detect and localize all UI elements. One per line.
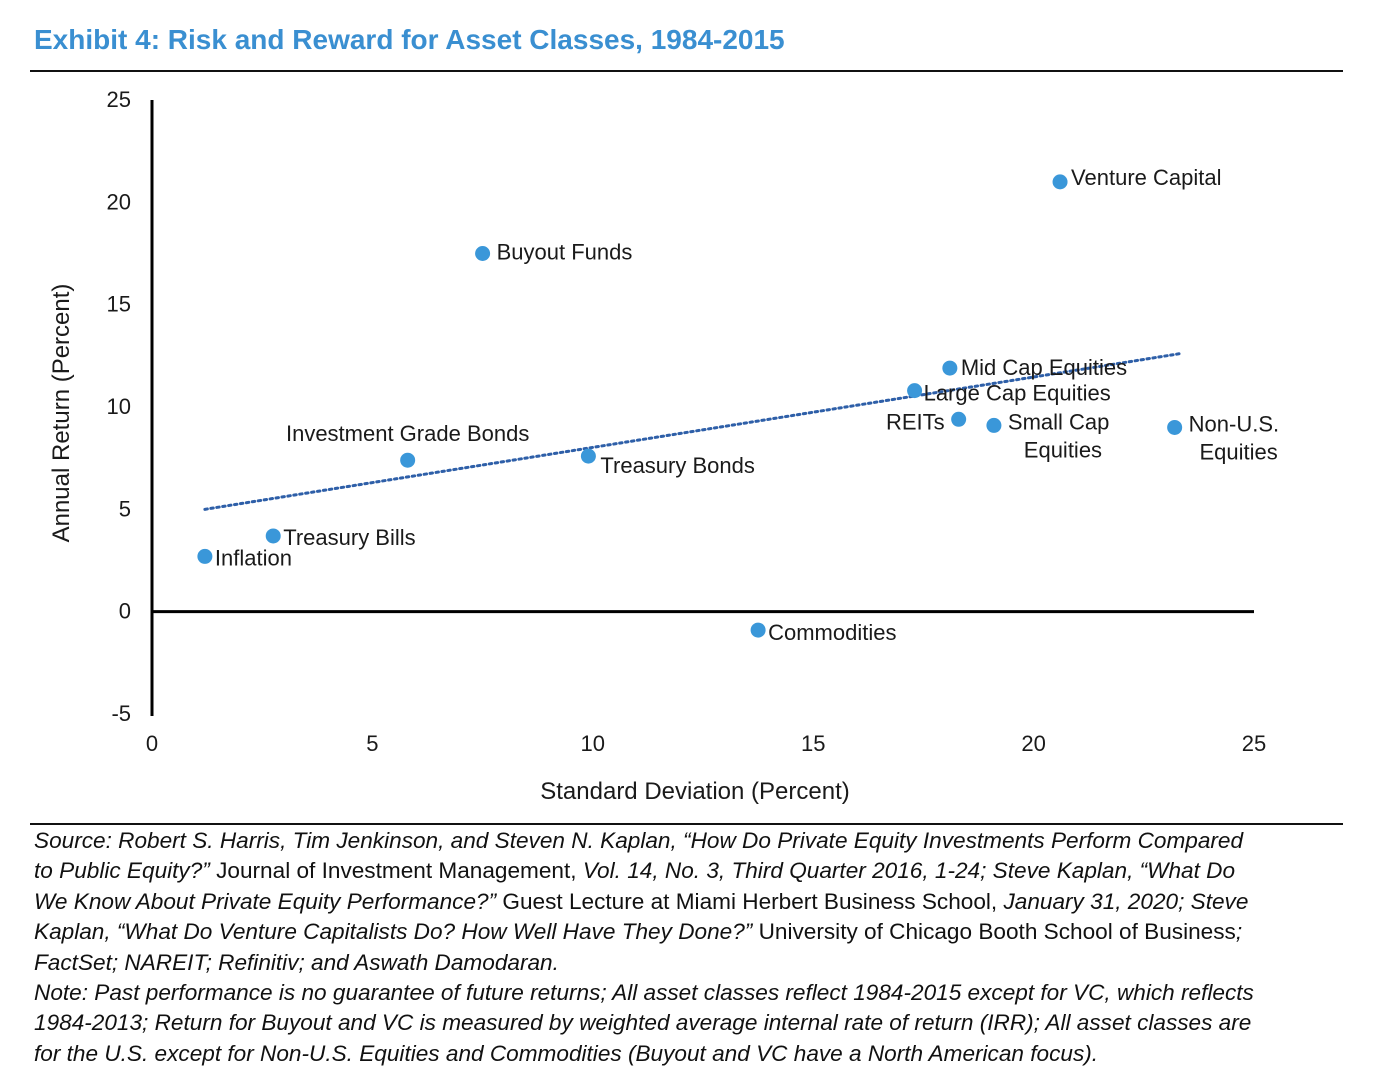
data-point [986,417,1002,433]
source-text: Source: Robert S. Harris, Tim Jenkinson,… [34,828,1249,975]
data-label: Treasury Bills [283,525,415,550]
data-label: Commodities [768,620,896,645]
data-point [265,528,281,544]
data-point [951,411,967,427]
data-label: Buyout Funds [497,240,633,265]
chart-title: Exhibit 4: Risk and Reward for Asset Cla… [34,24,785,55]
x-axis-title: Standard Deviation (Percent) [540,778,850,805]
x-tick-label: 20 [1021,731,1045,756]
data-point [942,360,958,376]
x-tick-label: 25 [1242,731,1266,756]
y-tick-label: 15 [107,292,131,317]
data-point [580,448,596,464]
note-text: Note: Past performance is no guarantee o… [34,980,1254,1066]
data-label: Small Cap Equities [1008,409,1109,462]
data-point [750,622,766,638]
x-tick-label: 5 [366,731,378,756]
trend-line [203,352,1181,511]
y-tick-label: 0 [119,599,131,624]
y-tick-label: -5 [111,701,131,726]
data-point [400,452,416,468]
y-tick-label: 10 [107,394,131,419]
data-label: Inflation [215,545,292,570]
data-point [197,548,213,564]
source-divider [30,823,1343,825]
x-tick-label: 0 [146,731,158,756]
footnote: Source: Robert S. Harris, Tim Jenkinson,… [34,826,1344,1069]
x-tick-label: 15 [801,731,825,756]
data-point [475,246,491,261]
x-tick-label: 10 [581,731,605,756]
y-tick-label: 20 [107,189,131,214]
data-point [1052,174,1068,190]
data-label: Venture Capital [1071,165,1221,190]
data-label: Mid Cap Equities [961,355,1127,380]
title-divider [30,70,1343,72]
data-point [1167,419,1183,435]
y-tick-label: 5 [119,496,131,521]
data-label: REITs [886,409,945,434]
data-label: Non-U.S. Equities [1189,411,1279,464]
y-tick-label: 25 [107,87,131,112]
data-point [907,383,923,399]
data-label: Treasury Bonds [600,453,754,478]
data-label: Investment Grade Bonds [286,421,529,446]
data-label: Large Cap Equities [924,381,1111,406]
y-axis-title: Annual Return (Percent) [48,284,75,543]
